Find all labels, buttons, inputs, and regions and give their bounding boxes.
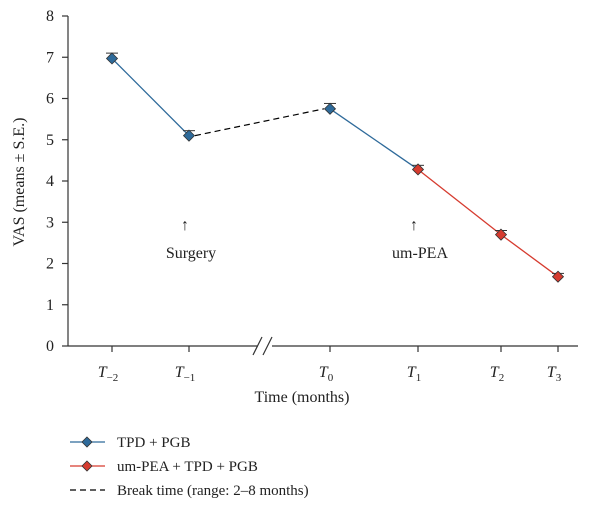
x-ticks: T−2 T−1 T0 T1 T2 T3 — [98, 346, 562, 384]
data-point-marker — [411, 163, 425, 176]
legend-label: um-PEA + TPD + PGB — [117, 459, 258, 475]
axis-break-mark — [252, 336, 273, 356]
y-tick-label: 6 — [46, 91, 54, 108]
annotations: ↑ Surgery ↑ um-PEA — [166, 217, 449, 262]
annotation-label: Surgery — [166, 245, 216, 262]
x-axis: T−2 T−1 T0 T1 T2 T3 Time (months) — [68, 336, 578, 406]
y-tick-label: 3 — [46, 214, 54, 231]
x-tick-label: T0 — [319, 364, 334, 384]
y-tick-label: 2 — [46, 256, 54, 273]
y-tick-label: 0 — [46, 338, 54, 355]
y-tick-label: 7 — [46, 49, 54, 66]
x-tick-label: T3 — [547, 364, 562, 384]
x-tick-label: T−2 — [98, 364, 119, 384]
legend-label: TPD + PGB — [117, 435, 190, 451]
plot-area — [105, 52, 565, 283]
x-tick-label: T−1 — [175, 364, 196, 384]
y-axis-title: VAS (means ± S.E.) — [11, 118, 28, 247]
series-line-segment — [417, 168, 502, 236]
x-tick-label: T2 — [490, 364, 504, 384]
annotation-arrow: ↑ — [410, 217, 418, 234]
data-point-marker — [182, 129, 196, 142]
series-line-segment — [329, 108, 419, 170]
legend-marker — [81, 460, 93, 472]
y-ticks: 0 1 2 3 4 5 6 7 8 — [46, 8, 68, 355]
y-tick-label: 4 — [46, 173, 54, 190]
x-tick-label: T1 — [407, 364, 421, 384]
y-tick-label: 5 — [46, 132, 54, 149]
series-line-segment — [500, 234, 559, 278]
y-tick-label: 8 — [46, 8, 54, 25]
y-tick-label: 1 — [46, 297, 54, 314]
data-point-marker — [105, 52, 119, 65]
break-time-line — [194, 108, 325, 137]
legend-label: Break time (range: 2–8 months) — [117, 483, 309, 499]
data-point-marker — [323, 102, 337, 115]
y-axis: 0 1 2 3 4 5 6 7 8 VAS (means ± S.E.) — [11, 8, 69, 355]
annotation-label: um-PEA — [392, 245, 448, 262]
legend-marker — [81, 436, 93, 448]
x-axis-title: Time (months) — [255, 389, 350, 406]
data-point-marker — [494, 228, 508, 241]
legend: TPD + PGB um-PEA + TPD + PGB Break time (r… — [70, 435, 309, 499]
annotation-arrow: ↑ — [181, 217, 189, 234]
data-point-marker — [551, 270, 565, 283]
series-line-segment — [111, 58, 190, 137]
